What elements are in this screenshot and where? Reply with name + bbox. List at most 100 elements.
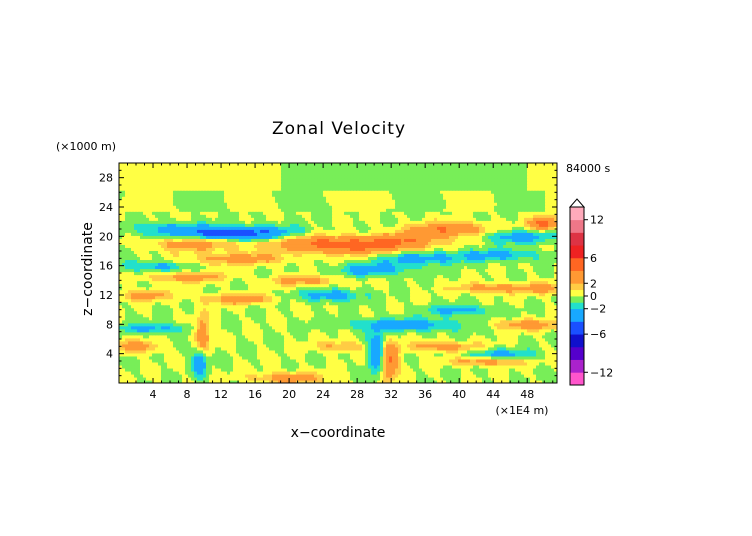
- heatmap-cell: [410, 334, 414, 339]
- heatmap-cell: [428, 286, 432, 291]
- heatmap-cell: [263, 334, 267, 339]
- heatmap-cell: [470, 355, 474, 360]
- heatmap-cell: [263, 325, 267, 330]
- heatmap-cell: [311, 328, 315, 333]
- heatmap-cell: [380, 352, 384, 357]
- heatmap-cell: [176, 301, 180, 306]
- heatmap-cell: [404, 346, 408, 351]
- heatmap-cell: [530, 280, 534, 285]
- heatmap-cell: [428, 328, 432, 333]
- heatmap-cell: [239, 331, 243, 336]
- heatmap-cell: [413, 295, 417, 300]
- heatmap-cell: [530, 295, 534, 300]
- heatmap-cell: [209, 289, 213, 294]
- heatmap-cell: [527, 310, 531, 315]
- heatmap-cell: [257, 373, 261, 378]
- heatmap-cell: [287, 358, 291, 363]
- heatmap-cell: [179, 376, 183, 381]
- heatmap-cell: [524, 286, 528, 291]
- heatmap-cell: [554, 349, 557, 354]
- heatmap-cell: [230, 376, 234, 381]
- heatmap-cell: [464, 292, 468, 297]
- heatmap-cell: [299, 376, 303, 381]
- heatmap-cell: [416, 331, 420, 336]
- heatmap-cell: [137, 370, 141, 375]
- heatmap-cell: [149, 379, 153, 383]
- heatmap-cell: [476, 358, 480, 363]
- heatmap-cell: [143, 340, 147, 345]
- heatmap-cell: [446, 355, 450, 360]
- heatmap-cell: [317, 367, 321, 372]
- heatmap-cell: [254, 337, 258, 342]
- heatmap-cell: [176, 373, 180, 378]
- heatmap-cell: [422, 376, 426, 381]
- heatmap-cell: [467, 328, 471, 333]
- heatmap-cell: [257, 364, 261, 369]
- heatmap-cell: [233, 313, 237, 318]
- heatmap-cell: [248, 361, 252, 366]
- heatmap-cell: [146, 331, 150, 336]
- heatmap-cell: [398, 301, 402, 306]
- heatmap-cell: [548, 364, 552, 369]
- heatmap-cell: [308, 364, 312, 369]
- heatmap-cell: [470, 304, 474, 309]
- heatmap-cell: [218, 286, 222, 291]
- heatmap-cell: [194, 334, 198, 339]
- heatmap-cell: [185, 349, 189, 354]
- heatmap-cell: [521, 337, 525, 342]
- heatmap-cell: [512, 376, 516, 381]
- heatmap-cell: [275, 337, 279, 342]
- heatmap-cell: [554, 346, 557, 351]
- heatmap-cell: [431, 355, 435, 360]
- heatmap-cell: [293, 280, 297, 285]
- heatmap-cell: [494, 373, 498, 378]
- heatmap-cell: [374, 283, 378, 288]
- heatmap-cell: [548, 334, 552, 339]
- heatmap-cell: [245, 325, 249, 330]
- heatmap-cell: [338, 298, 342, 303]
- heatmap-cell: [158, 355, 162, 360]
- heatmap-cell: [506, 346, 510, 351]
- heatmap-cell: [215, 337, 219, 342]
- heatmap-cell: [263, 301, 267, 306]
- heatmap-cell: [281, 304, 285, 309]
- heatmap-cell: [512, 367, 516, 372]
- heatmap-cell: [341, 280, 345, 285]
- heatmap-cell: [281, 301, 285, 306]
- heatmap-cell: [413, 301, 417, 306]
- heatmap-cell: [212, 367, 216, 372]
- heatmap-cell: [275, 280, 279, 285]
- heatmap-cell: [485, 361, 489, 366]
- heatmap-cell: [305, 295, 309, 300]
- heatmap-cell: [539, 286, 543, 291]
- heatmap-cell: [464, 319, 468, 324]
- heatmap-cell: [299, 301, 303, 306]
- heatmap-cell: [398, 280, 402, 285]
- heatmap-cell: [368, 292, 372, 297]
- heatmap-cell: [461, 289, 465, 294]
- heatmap-cell: [407, 343, 411, 348]
- heatmap-cell: [266, 301, 270, 306]
- heatmap-cell: [236, 373, 240, 378]
- heatmap-cell: [152, 292, 156, 297]
- heatmap-cell: [173, 292, 177, 297]
- heatmap-cell: [350, 292, 354, 297]
- heatmap-cell: [170, 352, 174, 357]
- heatmap-cell: [533, 361, 537, 366]
- heatmap-cell: [284, 319, 288, 324]
- heatmap-cell: [149, 307, 153, 312]
- heatmap-cell: [503, 367, 507, 372]
- heatmap-cell: [443, 355, 447, 360]
- heatmap-cell: [179, 286, 183, 291]
- heatmap-cell: [311, 286, 315, 291]
- heatmap-cell: [377, 370, 381, 375]
- heatmap-cell: [416, 361, 420, 366]
- heatmap-cell: [545, 331, 549, 336]
- heatmap-cell: [512, 352, 516, 357]
- heatmap-cell: [179, 310, 183, 315]
- heatmap-cell: [377, 313, 381, 318]
- heatmap-cell: [290, 373, 294, 378]
- heatmap-cell: [215, 310, 219, 315]
- heatmap-cell: [482, 379, 486, 383]
- heatmap-cell: [326, 280, 330, 285]
